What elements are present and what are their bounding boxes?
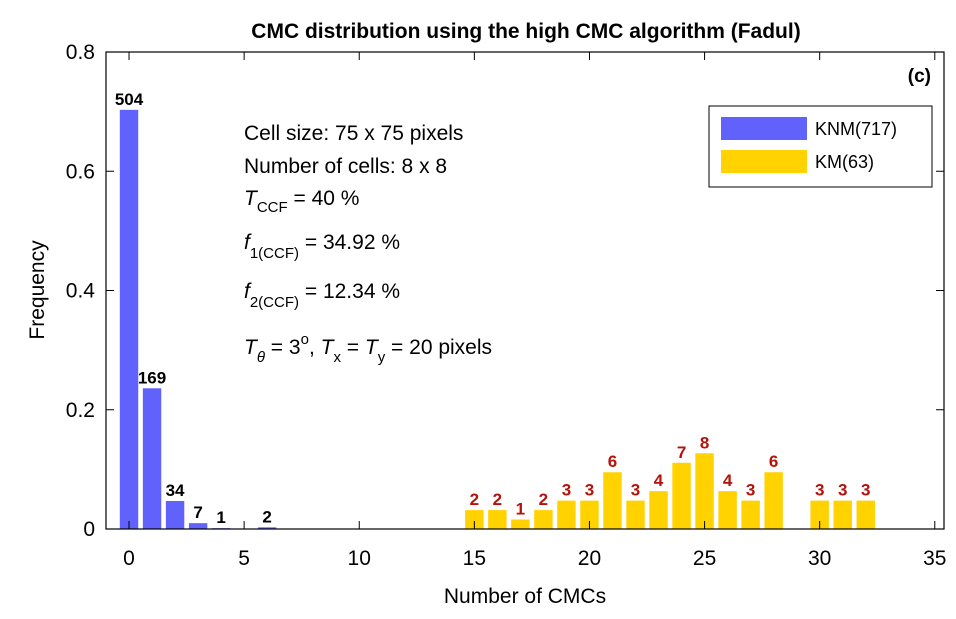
- bar-knm-0: [119, 109, 139, 529]
- annotation-f2: f2(CCF) = 12.34 %: [244, 280, 400, 311]
- tx-eq: =: [341, 336, 365, 359]
- x-tick-label: 20: [578, 547, 601, 570]
- bar-knm-6: [257, 527, 277, 529]
- bar-km-21: [603, 472, 622, 529]
- bar-km-20: [580, 500, 599, 529]
- thresholds-separator: ,: [309, 336, 321, 359]
- annotation-num-cells: Number of cells: 8 x 8: [244, 155, 447, 178]
- tx-subscript: x: [333, 349, 341, 366]
- chart-title: CMC distribution using the high CMC algo…: [251, 20, 800, 43]
- f2-value: = 12.34 %: [299, 280, 400, 303]
- ty-value: = 20 pixels: [385, 336, 492, 359]
- bar-km-16: [488, 510, 507, 529]
- f2-symbol: f: [244, 280, 252, 303]
- bar-label-km-24: 7: [677, 443, 686, 462]
- legend-label-km: KM(63): [815, 152, 874, 172]
- bar-label-km-18: 2: [539, 490, 548, 509]
- bar-km-27: [741, 500, 760, 529]
- bar-label-km-30: 3: [815, 481, 824, 500]
- tccf-subscript: CCF: [257, 199, 288, 216]
- y-axis-label: Frequency: [26, 240, 49, 340]
- bar-km-17: [511, 519, 530, 529]
- x-tick-label: 10: [348, 547, 371, 570]
- bar-knm-1: [142, 388, 162, 529]
- bar-km-25: [695, 453, 714, 529]
- bars-layer: [119, 109, 875, 529]
- ttheta-superscript: o: [301, 331, 309, 348]
- tccf-value: = 40 %: [288, 187, 360, 210]
- bar-km-30: [810, 500, 829, 529]
- ty-symbol: T: [365, 336, 380, 359]
- bar-km-28: [764, 472, 783, 529]
- tccf-symbol: T: [244, 187, 259, 210]
- bar-label-km-22: 3: [631, 481, 640, 500]
- bar-label-km-26: 4: [723, 471, 733, 490]
- bar-km-31: [833, 500, 852, 529]
- bar-label-km-32: 3: [861, 481, 870, 500]
- x-tick-label: 25: [693, 547, 716, 570]
- legend-label-knm: KNM(717): [815, 119, 897, 139]
- y-tick-label: 0.8: [66, 41, 95, 64]
- bar-label-knm-4: 1: [216, 508, 225, 527]
- x-tick-label: 5: [238, 547, 250, 570]
- y-tick-label: 0: [83, 518, 95, 541]
- bar-label-km-20: 3: [585, 481, 594, 500]
- panel-label: (c): [908, 66, 931, 87]
- bar-label-knm-6: 2: [262, 507, 271, 526]
- bar-km-26: [718, 491, 737, 529]
- annotation-thresholds: Tθ = 3o, Tx = Ty = 20 pixels: [244, 331, 492, 366]
- bar-label-knm-1: 169: [138, 368, 166, 387]
- legend-swatch-knm: [721, 117, 807, 140]
- f2-subscript: 2(CCF): [250, 294, 299, 311]
- legend: KNM(717) KM(63): [708, 105, 933, 188]
- bar-label-km-17: 1: [516, 500, 525, 519]
- annotation-tccf: TCCF = 40 %: [244, 187, 359, 216]
- f1-subscript: 1(CCF): [250, 245, 299, 262]
- ttheta-eq: = 3: [265, 336, 301, 359]
- y-tick-label: 0.2: [66, 399, 95, 422]
- x-tick-label: 30: [808, 547, 831, 570]
- bar-km-23: [649, 491, 668, 529]
- ttheta-subscript: θ: [257, 349, 265, 366]
- bar-label-km-23: 4: [654, 471, 664, 490]
- bar-km-18: [534, 510, 553, 529]
- bar-knm-2: [165, 500, 185, 529]
- x-axis-label: Number of CMCs: [444, 585, 606, 608]
- tx-symbol: T: [321, 336, 336, 359]
- legend-swatch-km: [721, 150, 807, 173]
- parameters-annotation: Cell size: 75 x 75 pixels Number of cell…: [244, 122, 492, 366]
- x-tick-label: 35: [923, 547, 946, 570]
- ttheta-symbol: T: [244, 336, 259, 359]
- annotation-f1: f1(CCF) = 34.92 %: [244, 231, 400, 262]
- bar-km-22: [626, 500, 645, 529]
- bar-km-32: [856, 500, 875, 529]
- bar-label-km-28: 6: [769, 452, 778, 471]
- bar-km-24: [672, 462, 691, 529]
- y-tick-label: 0.6: [66, 160, 95, 183]
- x-tick-label: 0: [123, 547, 135, 570]
- f1-symbol: f: [244, 231, 252, 254]
- bar-km-19: [557, 500, 576, 529]
- bar-label-km-27: 3: [746, 481, 755, 500]
- y-tick-label: 0.4: [66, 280, 96, 303]
- f1-value: = 34.92 %: [299, 231, 400, 254]
- bar-knm-3: [188, 523, 208, 529]
- x-tick-label: 15: [463, 547, 486, 570]
- bar-label-km-19: 3: [562, 481, 571, 500]
- bar-label-knm-0: 504: [115, 90, 144, 109]
- bar-label-km-31: 3: [838, 481, 847, 500]
- bar-label-km-25: 8: [700, 433, 709, 452]
- bar-label-km-21: 6: [608, 452, 617, 471]
- bar-label-km-15: 2: [470, 490, 479, 509]
- bar-label-knm-2: 34: [166, 481, 185, 500]
- bar-label-km-16: 2: [493, 490, 502, 509]
- ticks-layer: 0 5 10 15 20 25 30 35 0 0.2 0.4 0.6 0.8: [66, 41, 947, 570]
- bar-km-15: [465, 510, 484, 529]
- ty-subscript: y: [378, 349, 386, 366]
- bar-label-knm-3: 7: [193, 503, 202, 522]
- annotation-cell-size: Cell size: 75 x 75 pixels: [244, 122, 463, 145]
